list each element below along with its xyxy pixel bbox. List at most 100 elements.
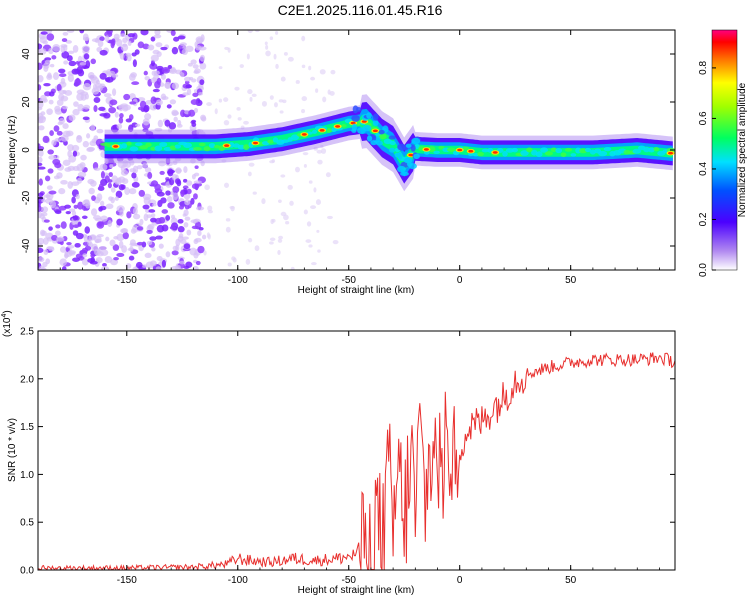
heat-noise-blob [149,260,157,267]
spectral-ridge-blob [632,148,642,154]
heat-noise-blob [301,35,306,42]
heat-noise-blob [143,104,150,113]
heat-noise-blob [68,154,77,163]
heat-noise-blob [198,226,204,231]
spectral-ridge-blob [366,135,373,142]
heat-noise-blob [191,122,197,127]
heat-noise-blob [77,171,87,178]
heat-noise-blob [132,59,137,68]
heat-noise-blob [316,149,323,154]
heat-noise-blob [313,187,317,193]
spectral-ridge-blob [355,120,362,126]
heat-noise-blob [117,104,126,109]
snr-y-ticks: 0.0 0.5 1.0 1.5 2.0 2.5 [20,327,675,577]
heat-noise-blob [38,100,44,109]
heat-noise-blob [227,47,231,53]
spectral-ridge-blob [379,134,387,140]
heat-noise-blob [310,205,317,210]
heat-noise-blob [71,196,76,204]
spectral-ridge-blob [520,150,529,156]
spectrogram-xlabel: Height of straight line (km) [298,285,415,296]
heat-noise-blob [182,185,189,190]
heat-noise-blob [280,211,287,217]
y-tick-label: -40 [21,238,32,253]
heat-noise-blob [99,72,107,80]
heat-noise-blob [99,36,105,42]
heat-noise-blob [96,234,104,238]
heat-noise-blob [251,93,257,98]
heat-noise-blob [96,193,103,202]
heat-noise-blob [180,109,186,118]
spectral-ridge-blob [653,147,660,152]
heat-noise-blob [166,104,172,109]
heat-noise-blob [177,219,184,224]
heat-noise-blob [76,135,83,143]
heat-noise-blob [248,162,255,167]
heat-noise-blob [200,114,207,121]
spectral-ridge-blob [560,152,567,158]
heat-noise-blob [56,236,65,242]
heat-noise-blob [105,236,110,242]
heat-noise-blob [168,68,178,74]
heat-noise-blob [179,239,187,244]
heat-noise-blob [64,167,72,172]
heat-noise-blob [303,163,307,168]
heat-noise-blob [82,116,90,121]
heat-noise-blob [230,205,235,212]
spectral-ridge-blob [174,144,181,149]
snr-exponent: (x104) [1,310,13,337]
heat-noise-blob [60,45,65,53]
heat-noise-blob [178,205,184,210]
heat-noise-blob [131,172,137,179]
heat-noise-blob [143,196,151,205]
heat-noise-blob [38,247,44,253]
heat-noise-blob [330,69,336,75]
heat-noise-blob [62,123,69,129]
heat-noise-blob [93,96,101,104]
heat-noise-blob [271,159,276,163]
heat-noise-blob [225,226,231,233]
heat-noise-blob [160,46,168,51]
heat-noise-blob [129,101,137,105]
heat-noise-blob [135,261,143,269]
heat-noise-blob [38,115,46,124]
spectral-hotspot-core [457,148,463,152]
heat-noise-blob [269,241,274,245]
heat-noise-blob [327,215,333,220]
heat-noise-blob [227,262,232,267]
heat-noise-blob [122,37,128,44]
x-tick-label: 0 [457,575,463,586]
heat-noise-blob [155,99,163,106]
heat-noise-blob [62,266,67,270]
heat-noise-blob [155,266,162,270]
heat-noise-blob [43,62,50,69]
heat-noise-blob [38,192,44,197]
heat-noise-blob [48,47,54,55]
spectral-ridge-blob [502,150,508,157]
heat-noise-blob [252,191,257,195]
heat-noise-blob [46,185,53,190]
heat-noise-blob [43,83,51,87]
heat-noise-blob [91,87,100,95]
heat-noise-blob [199,62,207,70]
heat-noise-blob [38,166,46,170]
heat-noise-blob [146,240,153,246]
heat-noise-blob [184,80,190,85]
heat-noise-blob [46,108,53,115]
heat-noise-blob [156,256,163,262]
heat-noise-blob [45,198,54,204]
heat-noise-blob [120,228,128,234]
heat-noise-blob [132,213,141,220]
heat-noise-blob [124,187,130,195]
heat-noise-blob [182,236,189,240]
heat-noise-blob [231,256,236,261]
heat-noise-blob [43,237,49,245]
heat-noise-blob [102,262,107,267]
heat-noise-blob [199,54,206,62]
spectral-ridge-blob [446,147,456,152]
heat-noise-blob [135,123,141,127]
heat-noise-blob [47,149,54,155]
heat-noise-blob [81,258,89,266]
spectral-ridge-blob [477,151,484,157]
